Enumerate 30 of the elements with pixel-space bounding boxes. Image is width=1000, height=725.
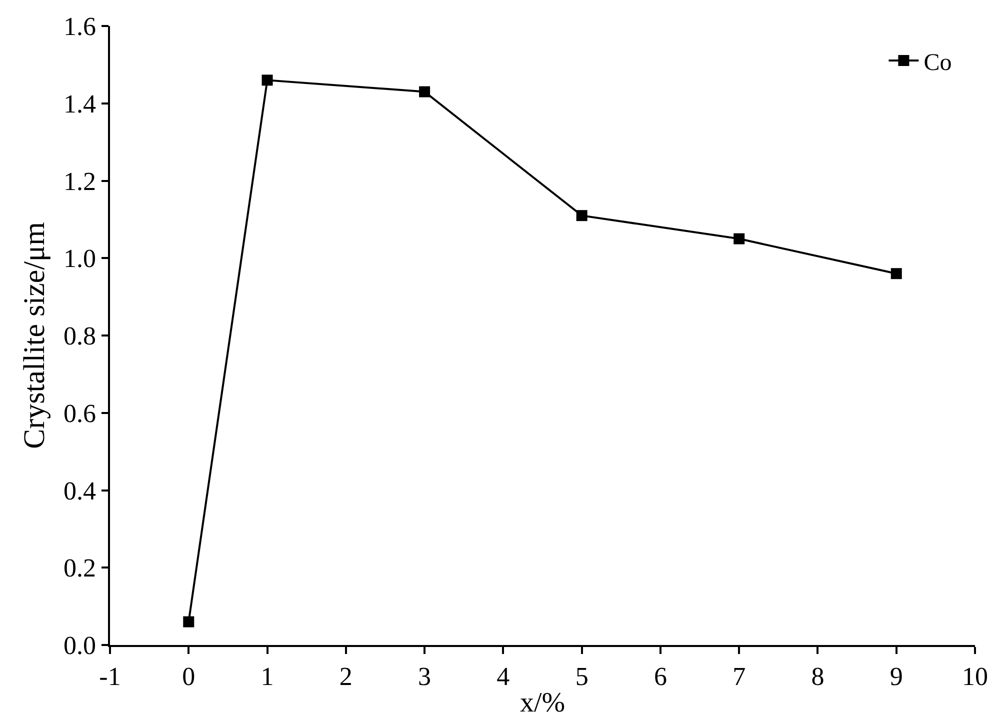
y-tick-label: 0.0 [64,631,96,660]
y-tick-label: 1.4 [64,89,96,118]
x-tick-label: 8 [811,662,824,691]
y-tick-label: 0.6 [64,398,96,428]
y-tick-label: 0.8 [64,322,96,351]
point [576,210,588,222]
x-tick-label: 10 [962,662,988,691]
y-tick-label: 1.6 [64,12,96,42]
x-tick-label: 9 [890,662,903,691]
x-tick-label: 4 [496,662,510,691]
point [183,616,194,628]
point [262,74,273,86]
point [734,233,745,244]
y-tick-label: 0.2 [64,554,96,583]
x-axis-title: x/% [520,688,566,719]
legend-label: Co [924,50,952,76]
x-tick-label: 2 [339,662,352,691]
y-tick-label: 1.0 [64,244,96,274]
point [419,86,430,98]
y-tick-label: 1.2 [64,166,96,196]
point [890,268,902,280]
y-axis-title: Crystallite size/μm [18,222,52,449]
x-tick-label: 5 [575,662,588,691]
x-tick-label: -1 [99,662,121,691]
x-tick-label: 1 [260,662,274,691]
x-tick-label: 6 [654,662,667,691]
x-tick-label: 7 [732,662,746,691]
y-tick-label: 0.4 [64,476,96,506]
x-tick-label: 3 [418,662,432,691]
x-tick-label: 0 [182,662,196,691]
